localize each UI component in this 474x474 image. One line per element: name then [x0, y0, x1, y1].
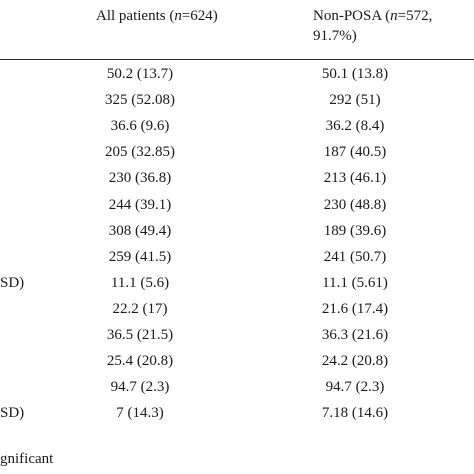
header-all-prefix: All patients ( [96, 8, 175, 24]
cell-all-patients: 7 (14.3) [116, 405, 164, 421]
header-non-n-symbol: n [390, 8, 398, 24]
cell-non-posa: 241 (50.7) [323, 249, 387, 265]
table-footnote: gnificant [0, 451, 54, 467]
cell-all-patients: 25.4 (20.8) [106, 353, 174, 369]
cell-non-posa: 213 (46.1) [323, 170, 387, 186]
cell-all-patients: 36.6 (9.6) [110, 118, 170, 134]
cell-non-posa: 36.3 (21.6) [321, 327, 389, 343]
header-all-suffix: =624) [181, 8, 218, 24]
row-label: SD) [0, 405, 25, 421]
cell-non-posa: 187 (40.5) [323, 144, 387, 160]
cell-non-posa: 50.1 (13.8) [321, 66, 389, 82]
header-non-line1: Non-POSA (n=572, [313, 6, 432, 26]
cell-all-patients: 36.5 (21.5) [106, 327, 174, 343]
table-header-rule [0, 59, 474, 60]
cell-non-posa: 94.7 (2.3) [325, 379, 385, 395]
cell-all-patients: 244 (39.1) [108, 197, 172, 213]
cell-non-posa: 189 (39.6) [323, 223, 387, 239]
cell-non-posa: 7.18 (14.6) [321, 405, 389, 421]
header-all-n-symbol: n [174, 8, 182, 24]
cell-all-patients: 22.2 (17) [112, 301, 168, 317]
cell-all-patients: 325 (52.08) [105, 92, 175, 108]
cell-all-patients: 94.7 (2.3) [110, 379, 170, 395]
cell-non-posa: 21.6 (17.4) [321, 301, 389, 317]
cell-non-posa: 24.2 (20.8) [321, 353, 389, 369]
cell-non-posa: 230 (48.8) [323, 197, 387, 213]
cell-non-posa: 36.2 (8.4) [325, 118, 385, 134]
row-label: SD) [0, 275, 25, 291]
header-non-prefix: Non-POSA ( [313, 8, 391, 24]
cell-all-patients: 308 (49.4) [108, 223, 172, 239]
header-non-line2: 91.7%) [313, 28, 357, 44]
header-non-line1-suffix: =572, [397, 8, 433, 24]
cell-non-posa: 292 (51) [329, 92, 381, 108]
cell-all-patients: 230 (36.8) [108, 170, 172, 186]
cell-all-patients: 11.1 (5.6) [110, 275, 170, 291]
column-header-all-patients: All patients (n=624) [96, 6, 218, 26]
cell-non-posa: 11.1 (5.61) [322, 275, 388, 291]
cell-all-patients: 50.2 (13.7) [106, 66, 174, 82]
column-header-non-posa: Non-POSA (n=572, 91.7%) [313, 6, 432, 46]
cell-all-patients: 205 (32.85) [105, 144, 175, 160]
cell-all-patients: 259 (41.5) [108, 249, 172, 265]
